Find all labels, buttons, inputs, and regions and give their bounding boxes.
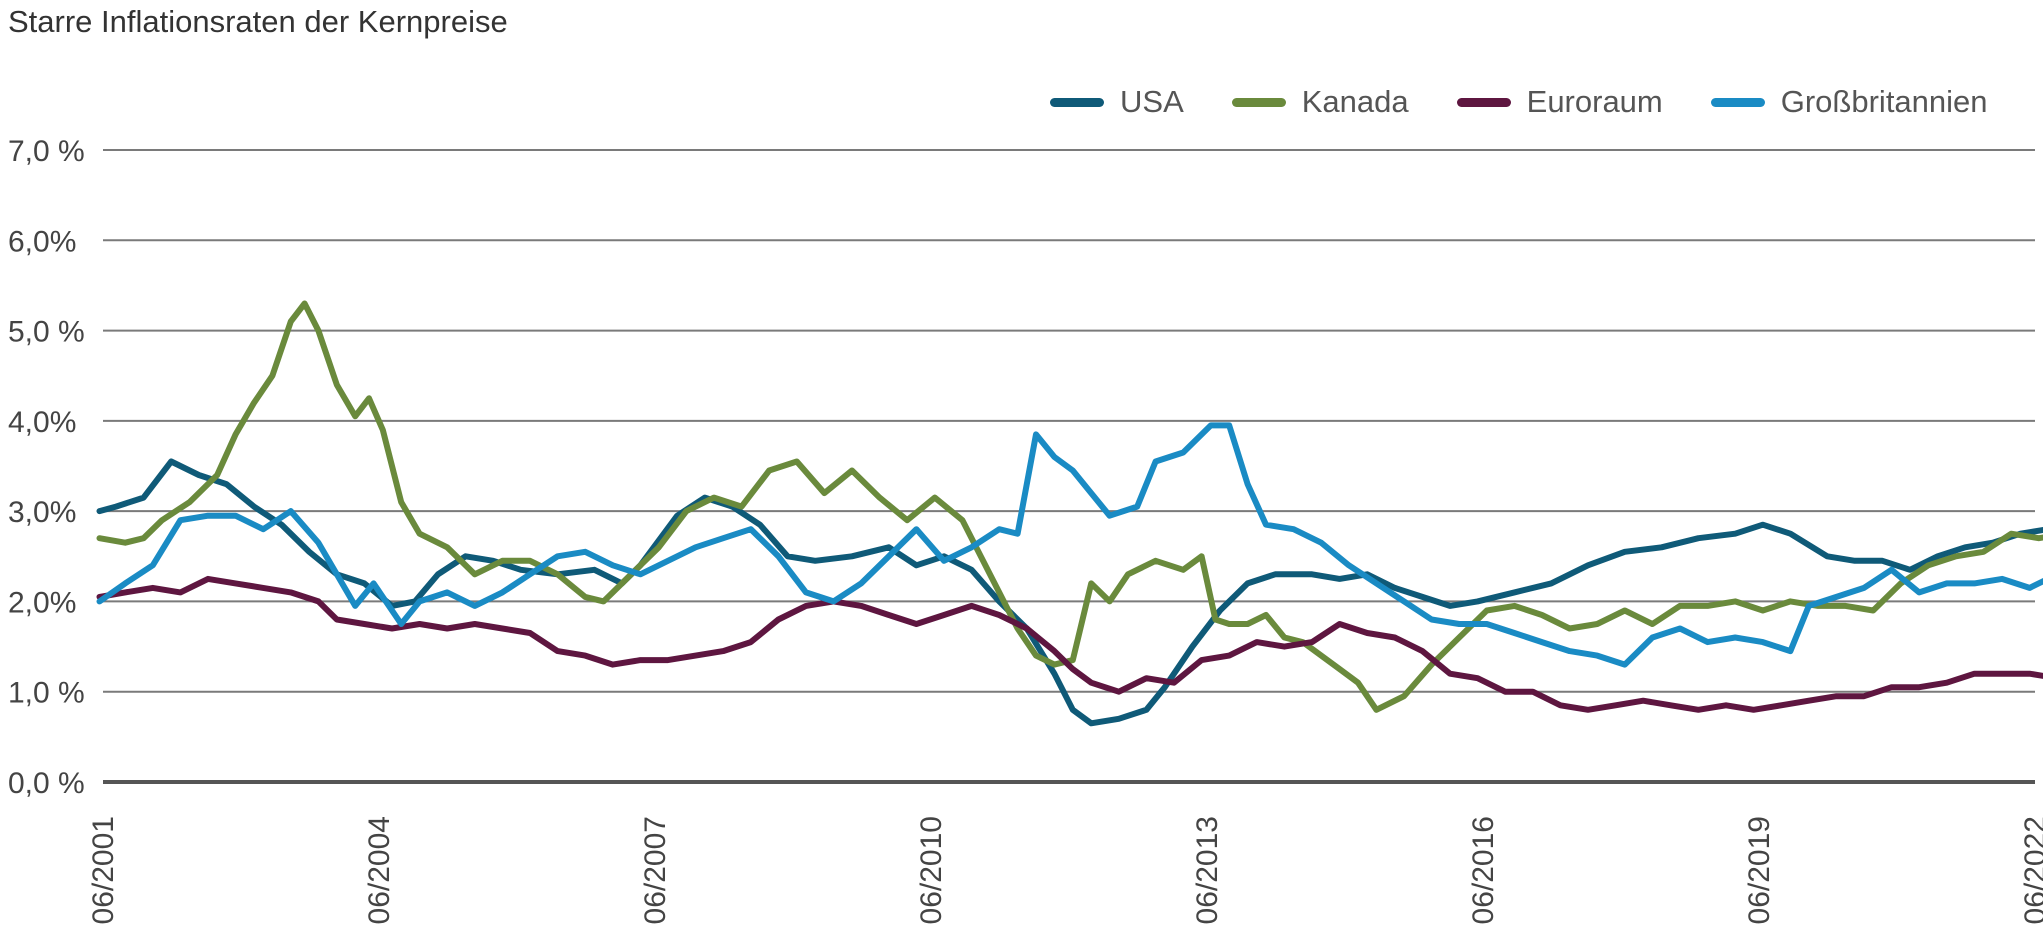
series-line-grossbritannien <box>96 422 2043 668</box>
legend-item-euroraum: Euroraum <box>1456 84 1663 120</box>
y-axis-labels: 0,0 % 1,0 % 2,0% 3,0% 4,0% 5,0 % 6,0% 7,0 % <box>8 135 85 800</box>
chart-title: Starre Inflationsraten der Kernpreise <box>8 4 508 39</box>
legend-label-grossbritannien: Großbritannien <box>1780 84 1988 119</box>
series-lines <box>96 300 2043 727</box>
legend-item-kanada: Kanada <box>1231 84 1409 120</box>
x-axis-labels: 06/2001 06/2004 06/2007 06/2010 06/2013 06/20… <box>87 816 2043 924</box>
legend-label-euroraum: Euroraum <box>1526 84 1663 119</box>
legend-item-usa: USA <box>1050 84 1184 120</box>
gridlines <box>103 149 2035 784</box>
series-line-euroraum <box>96 575 2043 713</box>
series-line-kanada <box>96 300 2043 713</box>
y-tick-label: 0,0 % <box>8 767 85 800</box>
legend-item-grossbritannien: Großbritannien <box>1710 84 1988 120</box>
x-tick-label: 06/2007 <box>639 816 672 924</box>
legend-swatch-kanada <box>1231 97 1286 107</box>
x-tick-label: 06/2016 <box>1467 816 1500 924</box>
series-line-usa <box>96 458 2043 727</box>
legend-swatch-euroraum <box>1456 97 1511 107</box>
x-tick-label: 06/2013 <box>1191 816 1224 924</box>
x-tick-label: 06/2019 <box>1743 816 1776 924</box>
y-tick-label: 5,0 % <box>8 316 85 349</box>
x-tick-label: 06/2022 <box>2019 816 2043 924</box>
x-tick-label: 06/2010 <box>915 816 948 924</box>
y-tick-label: 3,0% <box>8 496 76 529</box>
y-tick-label: 1,0 % <box>8 677 85 710</box>
legend-label-kanada: Kanada <box>1301 84 1409 119</box>
y-tick-label: 4,0% <box>8 406 76 439</box>
legend-swatch-grossbritannien <box>1710 97 1765 107</box>
y-tick-label: 6,0% <box>8 225 76 258</box>
legend: USA Kanada Euroraum Großbritannien <box>1050 78 1988 126</box>
y-tick-label: 2,0% <box>8 586 76 619</box>
legend-swatch-usa <box>1050 97 1104 107</box>
x-tick-label: 06/2001 <box>87 816 120 924</box>
x-tick-label: 06/2004 <box>363 816 396 924</box>
legend-label-usa: USA <box>1120 84 1184 119</box>
y-tick-label: 7,0 % <box>8 135 85 168</box>
